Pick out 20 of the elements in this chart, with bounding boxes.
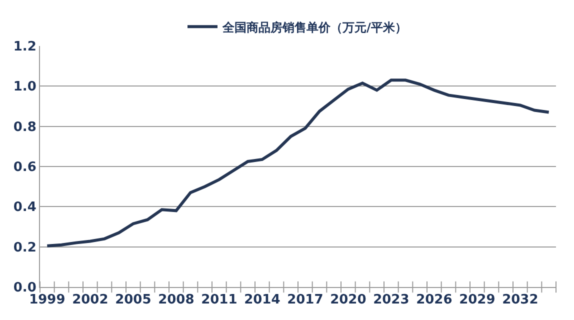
x-tick-label: 2023 [373, 292, 410, 308]
line-series [46, 78, 550, 248]
legend-label: 全国商品房销售单价（万元/平米） [222, 20, 407, 34]
x-tick-label: 2029 [459, 292, 496, 308]
y-tick-label: 1.2 [13, 40, 36, 55]
x-tick-label: 2020 [330, 292, 366, 308]
y-tick-label: 0.8 [13, 120, 36, 135]
x-tick-label: 2026 [416, 292, 452, 308]
x-tick-label: 2011 [201, 292, 238, 308]
y-tick-label: 0.6 [13, 160, 36, 176]
x-tick-label: 1999 [29, 292, 66, 308]
y-tick-label: 0.4 [13, 200, 36, 216]
x-tick-label: 2017 [287, 292, 324, 308]
x-tick-label: 2008 [158, 292, 194, 308]
x-tick-label: 2005 [115, 292, 152, 308]
x-tick-label: 2002 [72, 292, 108, 308]
y-tick-label: 1.0 [13, 80, 36, 95]
x-tick-label: 2032 [502, 292, 538, 308]
y-tick-label: 0.2 [13, 240, 36, 256]
x-tick-label: 2014 [244, 292, 280, 308]
